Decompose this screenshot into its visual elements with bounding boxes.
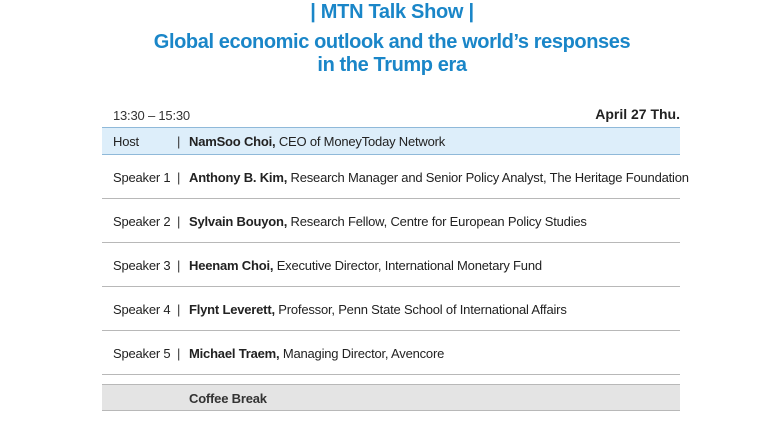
speaker-name: Flynt Leverett, bbox=[189, 302, 275, 317]
session-title-line-1: Global economic outlook and the world’s … bbox=[153, 31, 631, 53]
speaker-info: Heenam Choi, Executive Director, Interna… bbox=[189, 258, 542, 273]
speaker-info: Anthony B. Kim, Research Manager and Sen… bbox=[189, 170, 689, 185]
coffee-break-label: Coffee Break bbox=[189, 391, 267, 406]
speaker-name: Michael Traem, bbox=[189, 346, 280, 361]
show-title: | MTN Talk Show | bbox=[310, 1, 474, 23]
host-row: Host | NamSoo Choi, CEO of MoneyToday Ne… bbox=[102, 127, 680, 155]
speaker-row-1: Speaker 1 | Anthony B. Kim, Research Man… bbox=[102, 155, 689, 199]
host-info: NamSoo Choi, CEO of MoneyToday Network bbox=[189, 134, 445, 149]
speaker-desc: Research Manager and Senior Policy Analy… bbox=[287, 170, 689, 185]
speaker-separator: | bbox=[177, 170, 181, 185]
speaker-role: Speaker 5 bbox=[113, 346, 171, 361]
speaker-role: Speaker 4 bbox=[113, 302, 171, 317]
speaker-row-4: Speaker 4 | Flynt Leverett, Professor, P… bbox=[102, 287, 680, 331]
speaker-separator: | bbox=[177, 258, 181, 273]
speaker-row-5: Speaker 5 | Michael Traem, Managing Dire… bbox=[102, 331, 680, 375]
schedule-bar: 13:30 – 15:30 April 27 Thu. bbox=[113, 104, 680, 126]
speaker-desc: Research Fellow, Centre for European Pol… bbox=[287, 214, 587, 229]
speaker-separator: | bbox=[177, 302, 181, 317]
host-role: Host bbox=[113, 134, 139, 149]
speaker-name: Heenam Choi, bbox=[189, 258, 274, 273]
speaker-role: Speaker 1 bbox=[113, 170, 171, 185]
speaker-desc: Professor, Penn State School of Internat… bbox=[274, 302, 567, 317]
host-name: NamSoo Choi, bbox=[189, 134, 276, 149]
speaker-row-2: Speaker 2 | Sylvain Bouyon, Research Fel… bbox=[102, 199, 680, 243]
coffee-break-row: Coffee Break bbox=[102, 384, 680, 411]
session-title: Global economic outlook and the world’s … bbox=[0, 31, 784, 77]
host-desc: CEO of MoneyToday Network bbox=[275, 134, 446, 149]
speaker-info: Michael Traem, Managing Director, Avenco… bbox=[189, 346, 444, 361]
session-date: April 27 Thu. bbox=[595, 106, 680, 122]
speaker-name: Anthony B. Kim, bbox=[189, 170, 288, 185]
session-time: 13:30 – 15:30 bbox=[113, 108, 190, 123]
speaker-info: Flynt Leverett, Professor, Penn State Sc… bbox=[189, 302, 567, 317]
speaker-role: Speaker 2 bbox=[113, 214, 171, 229]
speaker-name: Sylvain Bouyon, bbox=[189, 214, 288, 229]
speaker-desc: Executive Director, International Moneta… bbox=[273, 258, 542, 273]
speaker-separator: | bbox=[177, 214, 181, 229]
program-table: Host | NamSoo Choi, CEO of MoneyToday Ne… bbox=[102, 127, 689, 411]
speaker-separator: | bbox=[177, 346, 181, 361]
speaker-info: Sylvain Bouyon, Research Fellow, Centre … bbox=[189, 214, 587, 229]
speaker-row-3: Speaker 3 | Heenam Choi, Executive Direc… bbox=[102, 243, 680, 287]
speaker-role: Speaker 3 bbox=[113, 258, 171, 273]
session-title-line-2: in the Trump era bbox=[317, 54, 467, 76]
host-separator: | bbox=[177, 134, 181, 149]
speaker-desc: Managing Director, Avencore bbox=[279, 346, 445, 361]
